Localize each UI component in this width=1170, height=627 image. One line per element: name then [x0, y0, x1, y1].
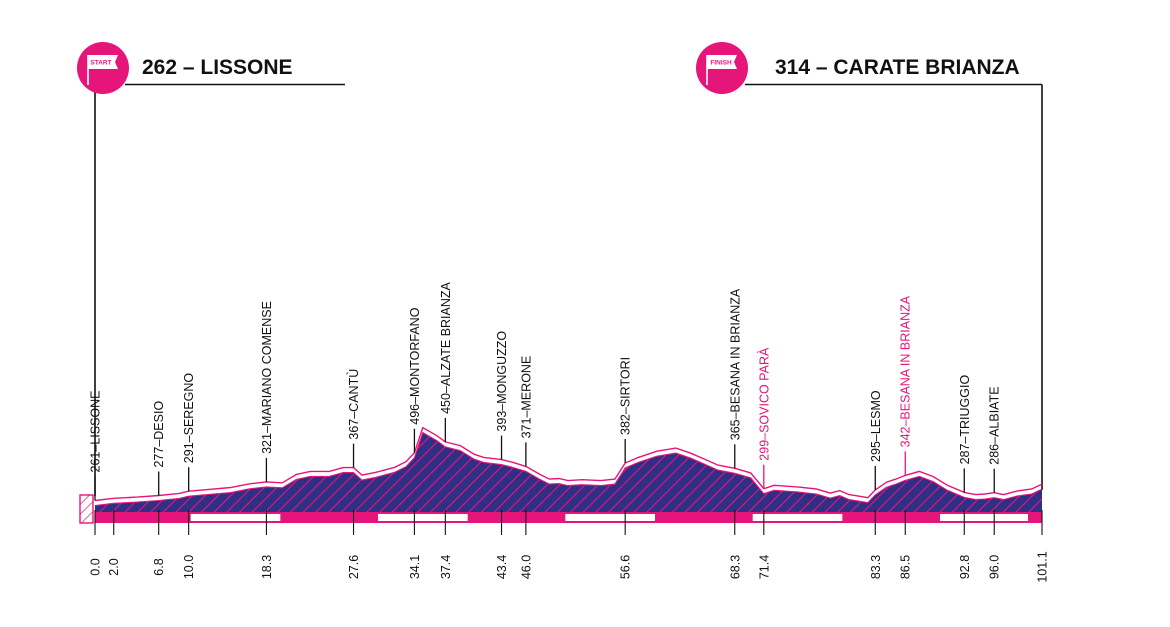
waypoint-label: 291–SEREGNO: [182, 373, 196, 464]
km-tick-label: 92.8: [958, 555, 972, 579]
waypoint-label: 393–MONGUZZO: [495, 331, 509, 432]
profile-outline: [94, 426, 1043, 502]
waypoint-label: 342–BESANA IN BRIANZA: [899, 295, 913, 447]
elevation-profile: [94, 426, 1043, 512]
waypoint-label: 450–ALZATE BRIANZA: [439, 281, 453, 413]
start-header: START 262 – LISSONE: [77, 42, 345, 496]
waypoint-label: 277–DESIO: [152, 401, 166, 468]
km-tick-label: 27.6: [347, 555, 361, 579]
finish-header: FINISH 314 – CARATE BRIANZA: [696, 42, 1043, 490]
finish-badge-text: FINISH: [710, 60, 732, 67]
km-tick-label: 34.1: [408, 555, 422, 579]
ruler-end: [1028, 512, 1042, 523]
waypoint-label: 365–BESANA IN BRIANZA: [728, 288, 742, 440]
km-tick-label: 101.1: [1036, 551, 1050, 582]
km-tick-label: 6.8: [152, 558, 166, 575]
km-tick-label: 71.4: [757, 555, 771, 579]
km-tick-labels: 0.0 2.0 6.8 10.0 18.3 27.6 34.1 37.4 43.4 46.0 56.…: [89, 510, 1050, 583]
waypoint-labels: 261–LISSONE 277–DESIO 291–SEREGNO 321–MARIA…: [89, 281, 1002, 501]
waypoint-label: 299–SOVICO PARÀ: [756, 347, 771, 461]
km-tick-label: 37.4: [439, 555, 453, 579]
km-tick-label: 46.0: [519, 555, 533, 579]
waypoint-label: 371–MERONE: [519, 356, 533, 439]
waypoint-label: 286–ALBIATE: [988, 386, 1002, 464]
start-badge-text: START: [90, 60, 111, 67]
km-tick-label: 18.3: [260, 555, 274, 579]
start-flag-icon: START: [77, 42, 129, 94]
km-tick-label: 86.5: [899, 555, 913, 579]
finish-title: 314 – CARATE BRIANZA: [775, 56, 1020, 79]
ruler-band: [565, 514, 656, 521]
waypoint-label: 367–CANTÙ: [346, 369, 361, 440]
km-tick-label: 10.0: [182, 555, 196, 579]
profile-area: [95, 432, 1042, 512]
km-tick-label: 43.4: [495, 555, 509, 579]
km-tick-label: 96.0: [988, 555, 1002, 579]
ruler-band: [940, 514, 1040, 521]
km-tick-label: 56.6: [619, 555, 633, 579]
waypoint-label: 382–SIRTORI: [619, 357, 633, 435]
waypoint-label: 321–MARIANO COMENSE: [260, 301, 274, 454]
waypoint-label: 496–MONTORFANO: [408, 307, 422, 424]
start-title: 262 – LISSONE: [142, 56, 293, 79]
ruler-band: [378, 514, 468, 521]
km-tick-label: 2.0: [107, 558, 121, 575]
km-ruler: [95, 512, 1042, 523]
profile-edge: [94, 431, 1043, 507]
finish-flag-icon: FINISH: [696, 42, 748, 94]
waypoint-label: 287–TRIUGGIO: [958, 375, 972, 465]
ruler-band: [752, 514, 843, 521]
km-tick-label: 0.0: [89, 558, 103, 575]
start-block: [79, 494, 94, 524]
km-tick-label: 68.3: [728, 555, 742, 579]
km-tick-label: 83.3: [869, 555, 883, 579]
waypoint-label: 295–LESMO: [869, 390, 883, 462]
ruler-band: [190, 514, 281, 521]
waypoint-label: 261–LISSONE: [89, 390, 103, 472]
